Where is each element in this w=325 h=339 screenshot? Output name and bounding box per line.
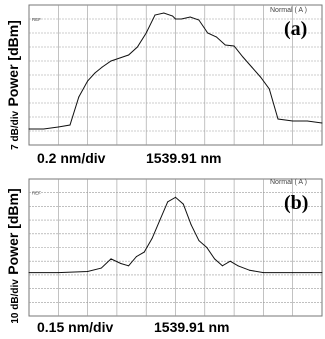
data-point	[249, 269, 251, 271]
data-point	[292, 272, 294, 274]
data-point	[28, 128, 30, 130]
chart-panel-b: 10 dB/div Power [dBm] REF Normal ( A ) (…	[0, 172, 325, 339]
data-point	[135, 256, 137, 258]
data-point	[221, 265, 223, 267]
x-scale-label: 0.2 nm/div	[37, 150, 106, 166]
data-point	[128, 54, 130, 56]
spectrum-plot-a: REF	[28, 4, 323, 146]
data-point	[110, 60, 112, 62]
x-scale-label: 0.15 nm/div	[37, 319, 114, 335]
data-point	[321, 272, 323, 274]
data-point	[262, 272, 264, 274]
data-point	[87, 80, 89, 82]
data-point	[251, 66, 253, 68]
data-point	[242, 56, 244, 58]
data-point	[175, 196, 176, 198]
data-point	[145, 32, 147, 34]
data-point	[43, 128, 45, 130]
data-point	[206, 247, 208, 248]
data-point	[207, 32, 209, 34]
data-point	[190, 224, 192, 226]
panel-label: (a)	[284, 18, 308, 40]
data-point	[151, 237, 153, 239]
data-point	[172, 15, 174, 17]
data-point	[175, 18, 176, 20]
data-point	[69, 124, 71, 126]
data-point	[78, 96, 80, 98]
ref-marker: REF	[32, 17, 41, 22]
data-point	[143, 251, 145, 253]
data-point	[57, 272, 59, 274]
data-point	[120, 262, 122, 264]
data-point	[136, 46, 138, 48]
data-point	[224, 44, 226, 46]
ref-marker: REF	[32, 191, 41, 196]
spectrum-plot-b: REF	[28, 178, 323, 317]
data-point	[198, 19, 200, 21]
data-point	[119, 57, 121, 59]
center-wavelength-label: 1539.91 nm	[154, 319, 230, 335]
data-point	[259, 76, 261, 78]
data-point	[167, 201, 169, 203]
data-point	[237, 265, 239, 267]
data-point	[94, 72, 96, 74]
center-wavelength-label: 1539.91 nm	[146, 150, 222, 166]
data-point	[159, 219, 161, 221]
data-point	[214, 258, 216, 260]
data-point	[233, 45, 235, 47]
data-point	[198, 240, 200, 242]
mode-indicator: Normal ( A )	[270, 7, 307, 14]
data-point	[189, 16, 191, 18]
data-point	[100, 267, 102, 269]
panel-label: (b)	[284, 192, 309, 214]
data-point	[182, 203, 184, 205]
data-point	[306, 120, 308, 122]
data-point	[229, 260, 231, 262]
data-point	[277, 118, 279, 120]
data-point	[163, 12, 165, 14]
data-point	[292, 120, 294, 122]
data-point	[268, 88, 270, 90]
mode-indicator: Normal ( A )	[270, 179, 307, 186]
chart-panel-a: 7 dB/div Power [dBm] REF Normal ( A ) (a…	[5, 4, 323, 166]
data-point	[154, 14, 156, 16]
data-point	[180, 18, 182, 20]
data-point	[87, 270, 89, 272]
data-point	[57, 126, 59, 128]
data-point	[110, 258, 112, 260]
data-point	[216, 36, 218, 38]
spectrum-trace	[29, 12, 323, 130]
data-point	[321, 122, 323, 124]
data-point	[101, 66, 103, 68]
data-point	[128, 265, 130, 267]
data-point	[28, 272, 30, 274]
